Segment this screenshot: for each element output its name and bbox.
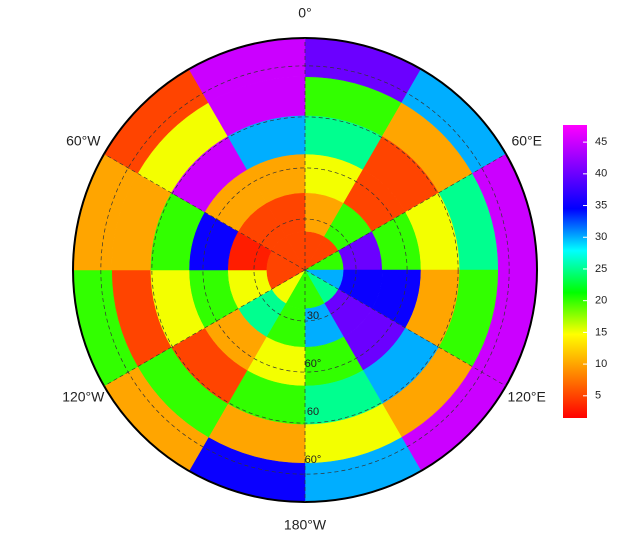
colorbar-label: 5 [595,390,601,402]
lat-label: 60° [305,358,322,370]
meridian [103,269,306,387]
colorbar-label: 40 [595,168,607,180]
colorbar-label: 20 [595,295,607,307]
lat-label: 30 [307,310,319,322]
lon-label: 120°E [508,389,546,405]
colorbar-label: 15 [595,326,607,338]
meridian [304,269,507,387]
lat-label: 60 [307,406,319,418]
meridian [103,153,306,271]
lon-label: 120°W [62,389,105,405]
colorbar-label: 45 [595,136,607,148]
colorbar-label: 25 [595,263,607,275]
colorbar [563,125,587,418]
lon-label: 180°W [284,517,327,533]
lon-label: 0° [298,5,311,21]
colorbar-label: 35 [595,199,607,211]
colorbar-label: 10 [595,358,607,370]
lat-label: 60° [305,454,322,466]
lon-label: 60°W [66,133,101,149]
lon-label: 60°E [511,133,542,149]
colorbar-label: 30 [595,231,607,243]
meridian [304,153,507,271]
graticule-circle [202,167,408,373]
graticule-circle [151,116,459,424]
